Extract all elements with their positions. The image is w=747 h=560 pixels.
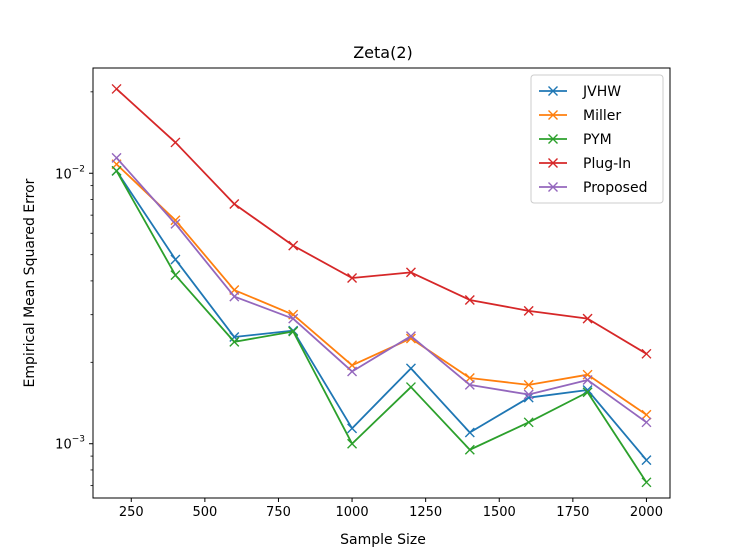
legend-item: PYM: [539, 132, 612, 148]
x-tick-label: 2000: [630, 505, 663, 520]
data-point: [288, 313, 299, 324]
series-line-miller: [115, 163, 647, 416]
data-point: [229, 336, 240, 347]
data-point: [229, 332, 240, 343]
data-point: [405, 333, 416, 344]
data-point: [170, 254, 181, 265]
data-point: [405, 267, 416, 278]
data-point: [170, 218, 181, 229]
chart-title: Zeta(2): [353, 43, 413, 62]
legend-item: Plug-In: [539, 156, 631, 172]
x-tick-label: 500: [192, 505, 217, 520]
x-tick-label: 1750: [556, 505, 589, 520]
data-point: [641, 417, 652, 428]
legend-marker: [548, 134, 558, 144]
data-point: [229, 198, 240, 209]
x-tick-label: 1000: [336, 505, 369, 520]
data-point: [464, 427, 475, 438]
data-point: [464, 379, 475, 390]
data-point: [347, 438, 358, 449]
data-point: [464, 444, 475, 455]
plot-area: [111, 83, 652, 488]
legend-marker: [548, 110, 558, 120]
data-point: [405, 331, 416, 342]
data-point: [582, 387, 593, 398]
data-point: [111, 165, 122, 176]
legend-marker: [548, 86, 558, 96]
y-axis: 10−2 10−3: [55, 91, 93, 487]
legend-label: Miller: [583, 108, 621, 124]
legend-marker: [548, 182, 558, 192]
series-line-plug-in: [115, 88, 647, 355]
legend-item: JVHW: [539, 84, 621, 100]
x-tick-label: 1250: [409, 505, 442, 520]
y-tick-label: 10−3: [55, 435, 85, 453]
data-point: [523, 379, 534, 390]
x-axis: 250 500 750 1000 1250 1500 1750 2000: [119, 498, 663, 520]
data-point: [523, 305, 534, 316]
legend-item: Miller: [539, 108, 621, 124]
series-line-jvhw: [115, 170, 648, 461]
legend-label: Proposed: [583, 180, 647, 196]
data-point: [641, 348, 652, 359]
y-tick-label: 10−2: [55, 164, 85, 182]
data-point: [464, 294, 475, 305]
data-point: [288, 326, 299, 337]
data-point: [641, 455, 652, 466]
data-point: [111, 83, 122, 94]
x-axis-title: Sample Size: [340, 532, 426, 548]
data-point: [582, 375, 593, 386]
data-point: [523, 417, 534, 428]
legend-item: Proposed: [539, 180, 647, 196]
legend-box: [530, 74, 664, 204]
y-axis-title: Empirical Mean Squared Error: [22, 178, 38, 387]
data-point: [347, 423, 358, 434]
data-point: [111, 152, 122, 163]
data-point: [582, 313, 593, 324]
series-line-proposed: [115, 157, 647, 424]
data-point: [347, 272, 358, 283]
x-tick-label: 250: [119, 505, 144, 520]
data-point: [405, 363, 416, 374]
data-point: [641, 409, 652, 420]
data-point: [641, 477, 652, 488]
axes-frame: [92, 67, 671, 499]
legend-label: PYM: [583, 132, 612, 148]
data-point: [229, 291, 240, 302]
legend-marker: [548, 158, 558, 168]
data-point: [405, 382, 416, 393]
series-line-pym: [115, 170, 648, 483]
data-point: [347, 366, 358, 377]
data-point: [288, 240, 299, 251]
x-tick-label: 1500: [483, 505, 516, 520]
data-point: [523, 389, 534, 400]
x-tick-label: 750: [266, 505, 291, 520]
legend-label: JVHW: [582, 84, 621, 100]
data-point: [170, 270, 181, 281]
data-point: [170, 215, 181, 226]
legend: JVHW Miller PYM Plug-In Proposed: [530, 74, 664, 204]
legend-label: Plug-In: [583, 156, 631, 172]
data-point: [170, 137, 181, 148]
